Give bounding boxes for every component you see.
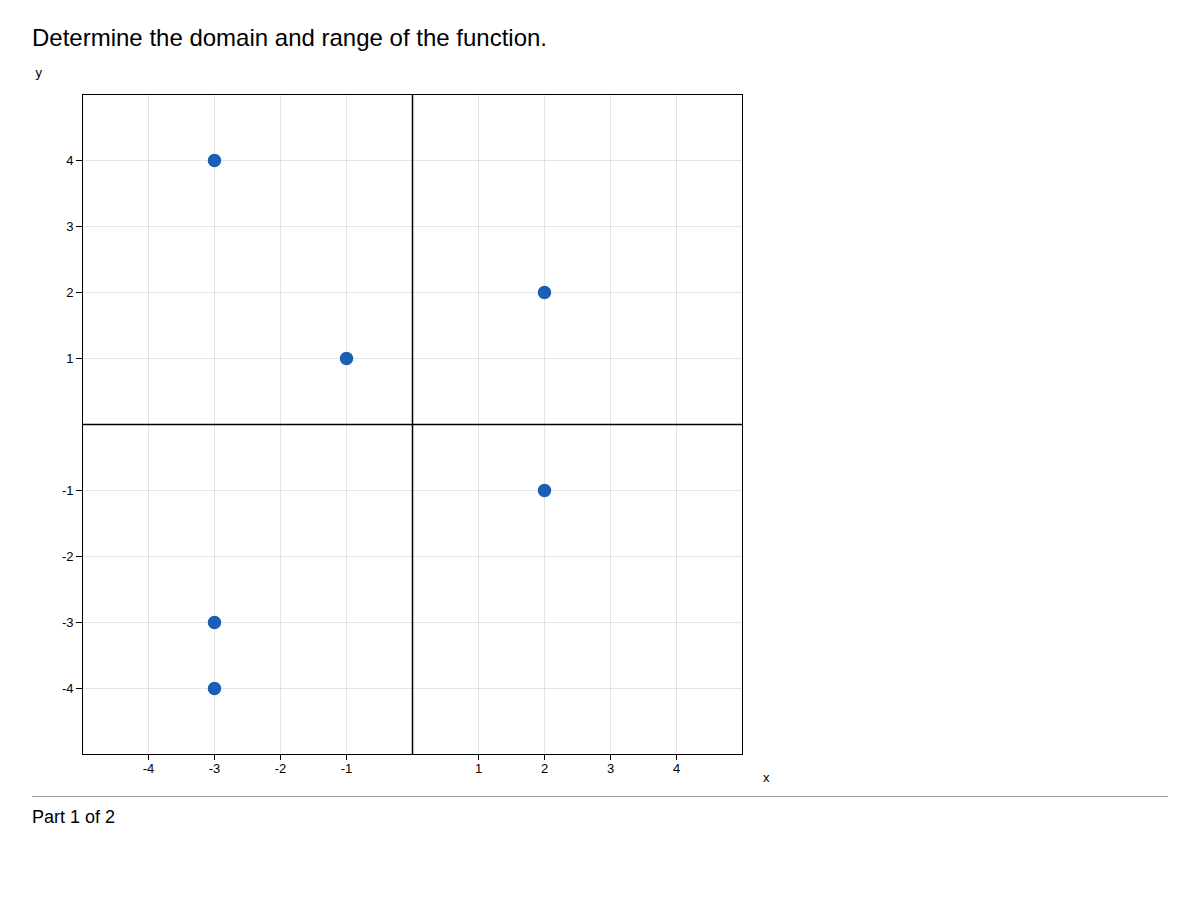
svg-text:-4: -4 <box>143 761 155 776</box>
svg-text:-3: -3 <box>209 761 221 776</box>
svg-text:x: x <box>763 770 770 785</box>
svg-text:-4: -4 <box>62 681 74 696</box>
svg-text:-2: -2 <box>62 549 74 564</box>
svg-text:2: 2 <box>66 285 73 300</box>
svg-text:1: 1 <box>475 761 482 776</box>
html-text:Part 1 of 2: Part 1 of 2 <box>32 807 116 827</box>
svg-text:4: 4 <box>66 153 73 168</box>
svg-text:y: y <box>36 65 43 80</box>
svg-text:-3: -3 <box>62 615 74 630</box>
svg-text:1: 1 <box>66 351 73 366</box>
svg-text:-2: -2 <box>275 761 287 776</box>
svg-text:4: 4 <box>673 761 680 776</box>
html-text:Determine the domain and range: Determine the domain and range of the fu… <box>32 24 547 51</box>
svg-text:-1: -1 <box>62 483 74 498</box>
svg-text:2: 2 <box>541 761 548 776</box>
svg-text:3: 3 <box>66 219 73 234</box>
svg-text:3: 3 <box>607 761 614 776</box>
svg-text:-1: -1 <box>341 761 353 776</box>
